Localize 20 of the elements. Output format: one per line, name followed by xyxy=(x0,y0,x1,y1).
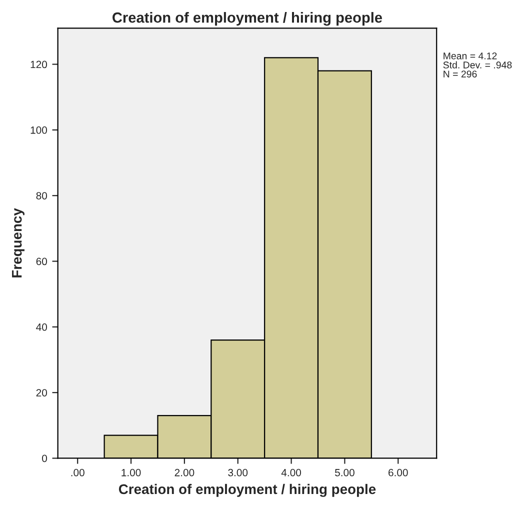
text: Mean = 4.12 xyxy=(444,52,497,60)
x-tick-label: 4.00 xyxy=(281,468,302,476)
y-tick-label: 80 xyxy=(36,192,48,200)
y-tick-label: 20 xyxy=(36,389,48,396)
x-tick-label: 5.00 xyxy=(334,468,354,476)
text: N = 296 xyxy=(444,70,477,78)
chart-title: Creation of employment / hiring people xyxy=(112,12,382,26)
x-axis-title: Creation of employment / hiring people xyxy=(118,484,376,497)
y-tick-label: 100 xyxy=(30,126,48,134)
text: Std. Dev. = .948 xyxy=(443,61,512,68)
x-tick-label: 3.00 xyxy=(228,468,248,476)
y-tick-label: 60 xyxy=(36,258,48,266)
x-tick-label: 2.00 xyxy=(174,468,194,476)
x-tick-label: 6.00 xyxy=(388,468,408,476)
y-tick-label: 40 xyxy=(36,323,48,331)
y-tick-label: 120 xyxy=(30,60,48,68)
y-tick-label: 0 xyxy=(42,454,48,462)
y-axis-title: Frequency xyxy=(12,208,24,278)
x-tick-label: 1.00 xyxy=(122,468,141,476)
x-tick-label: .00 xyxy=(71,468,84,476)
